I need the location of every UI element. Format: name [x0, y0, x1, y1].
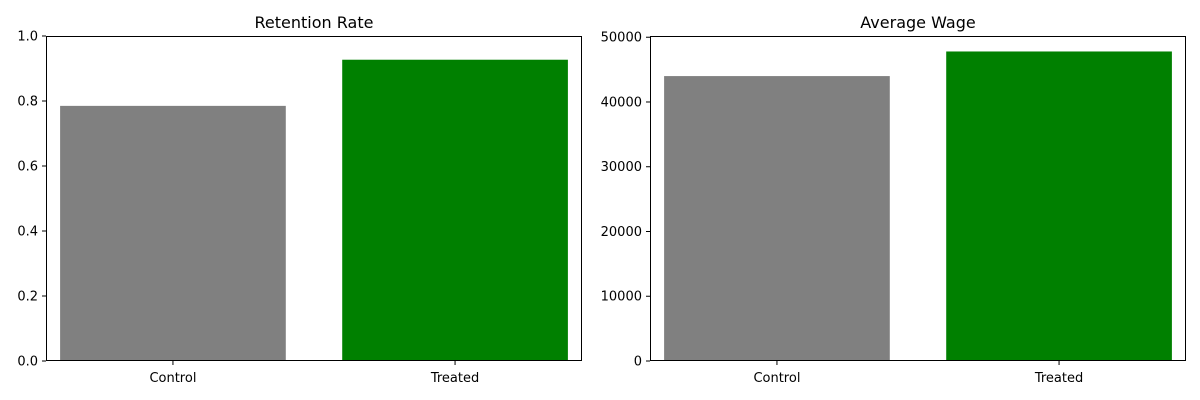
y-axis: 0 10000 20000 30000 40000 50000: [601, 31, 650, 370]
y-tick-label: 0.0: [17, 355, 38, 370]
x-tick-label: Control: [149, 371, 196, 386]
x-axis: Control Treated: [149, 361, 479, 386]
average-wage-chart: Average Wage 01000020000300004000050000 …: [601, 13, 1186, 386]
y-tick-label: 1.0: [17, 30, 38, 45]
y-tick-label: 20000: [601, 225, 642, 240]
y-tick-label: 10000: [601, 290, 642, 305]
y-axis: 0.0 0.2 0.4 0.6 0.8 1.0: [17, 30, 46, 370]
x-tick-label: Treated: [430, 371, 479, 386]
bar-group: [664, 51, 1172, 361]
bar-treated: [946, 51, 1172, 361]
bar-control: [60, 105, 286, 361]
x-tick-label: Treated: [1034, 371, 1083, 386]
x-tick-label: Control: [753, 371, 800, 386]
y-tick-label: 0.8: [17, 95, 38, 110]
y-tick-label: 0.4: [17, 225, 38, 240]
y-tick-label: 0.6: [17, 160, 38, 175]
y-tick-label: 0.2: [17, 290, 38, 305]
axes-frame: [650, 36, 1186, 361]
y-tick-label: 0: [634, 355, 642, 370]
retention-rate-chart: Retention Rate 0.0 0.2 0.4 0.6 0.8 1.0 Contro…: [17, 13, 582, 386]
y-tick-label: 40000: [601, 95, 642, 110]
y-tick-label: 50000: [601, 31, 642, 46]
chart-title: Retention Rate: [255, 13, 374, 32]
bar-control: [664, 76, 890, 361]
axes-frame: [46, 36, 582, 361]
bar-treated: [342, 59, 568, 361]
x-axis: Control Treated: [753, 361, 1083, 386]
chart-title: Average Wage: [860, 13, 975, 32]
y-tick-label: 30000: [601, 160, 642, 175]
bar-group: [60, 59, 568, 361]
